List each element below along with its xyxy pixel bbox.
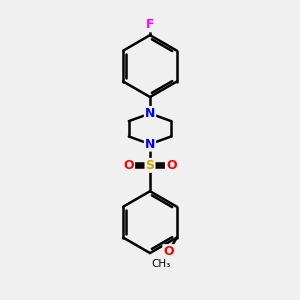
Text: O: O — [124, 159, 134, 172]
Text: N: N — [145, 107, 155, 120]
Text: O: O — [164, 245, 174, 258]
Text: O: O — [166, 159, 176, 172]
Text: CH₃: CH₃ — [152, 260, 171, 269]
Text: S: S — [146, 159, 154, 172]
Text: F: F — [146, 18, 154, 32]
Text: N: N — [145, 138, 155, 151]
